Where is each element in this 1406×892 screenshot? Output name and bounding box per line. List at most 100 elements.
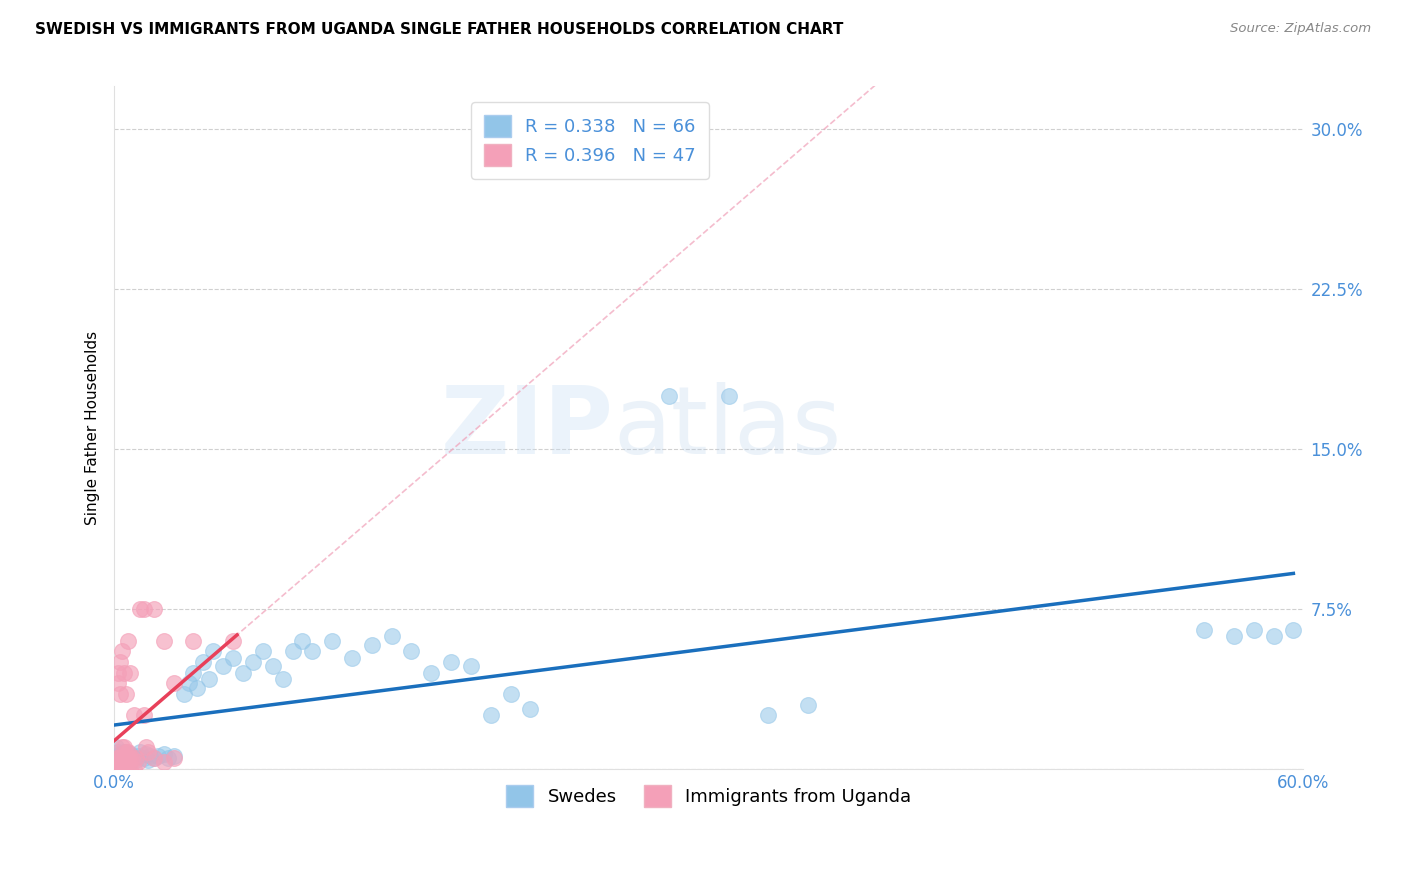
Point — [115, 687, 138, 701]
Point — [105, 762, 128, 776]
Point — [118, 665, 141, 680]
Point — [756, 708, 779, 723]
Point — [117, 762, 139, 776]
Point — [111, 748, 134, 763]
Point — [115, 751, 138, 765]
Point — [115, 748, 138, 763]
Point — [301, 644, 323, 658]
Point — [152, 747, 174, 761]
Point — [118, 751, 141, 765]
Point — [125, 751, 148, 765]
Point — [222, 633, 245, 648]
Point — [479, 708, 502, 723]
Point — [105, 751, 128, 765]
Point — [1263, 630, 1285, 644]
Point — [105, 740, 128, 755]
Point — [1223, 630, 1246, 644]
Point — [262, 659, 284, 673]
Point — [797, 698, 820, 712]
Point — [118, 747, 141, 761]
Point — [125, 753, 148, 767]
Point — [127, 756, 149, 770]
Point — [222, 650, 245, 665]
Point — [135, 747, 157, 761]
Text: Source: ZipAtlas.com: Source: ZipAtlas.com — [1230, 22, 1371, 36]
Point — [136, 753, 159, 767]
Point — [152, 756, 174, 770]
Point — [1282, 623, 1305, 637]
Point — [115, 762, 138, 776]
Point — [115, 756, 138, 770]
Point — [360, 638, 382, 652]
Point — [163, 748, 186, 763]
Point — [460, 659, 482, 673]
Point — [108, 756, 131, 770]
Point — [1192, 623, 1215, 637]
Point — [321, 633, 343, 648]
Point — [112, 751, 135, 765]
Point — [142, 751, 165, 765]
Point — [163, 676, 186, 690]
Point — [112, 665, 135, 680]
Point — [107, 745, 129, 759]
Point — [111, 762, 134, 776]
Point — [139, 748, 162, 763]
Text: atlas: atlas — [613, 382, 842, 474]
Point — [658, 388, 681, 402]
Point — [173, 687, 195, 701]
Point — [271, 672, 294, 686]
Point — [499, 687, 522, 701]
Point — [252, 644, 274, 658]
Point — [108, 762, 131, 776]
Point — [186, 681, 208, 695]
Point — [118, 756, 141, 770]
Point — [107, 665, 129, 680]
Point — [112, 762, 135, 776]
Point — [122, 751, 145, 765]
Point — [142, 601, 165, 615]
Point — [122, 708, 145, 723]
Legend: Swedes, Immigrants from Uganda: Swedes, Immigrants from Uganda — [499, 778, 918, 814]
Point — [117, 753, 139, 767]
Point — [112, 745, 135, 759]
Y-axis label: Single Father Households: Single Father Households — [86, 330, 100, 524]
Text: SWEDISH VS IMMIGRANTS FROM UGANDA SINGLE FATHER HOUSEHOLDS CORRELATION CHART: SWEDISH VS IMMIGRANTS FROM UGANDA SINGLE… — [35, 22, 844, 37]
Point — [1243, 623, 1265, 637]
Point — [127, 748, 149, 763]
Point — [420, 665, 443, 680]
Point — [132, 708, 155, 723]
Point — [108, 687, 131, 701]
Point — [108, 751, 131, 765]
Point — [156, 751, 179, 765]
Point — [136, 745, 159, 759]
Point — [232, 665, 254, 680]
Point — [381, 630, 404, 644]
Point — [111, 751, 134, 765]
Point — [152, 633, 174, 648]
Point — [142, 751, 165, 765]
Point — [108, 655, 131, 669]
Point — [112, 751, 135, 765]
Point — [212, 659, 235, 673]
Point — [717, 388, 740, 402]
Point — [107, 762, 129, 776]
Point — [107, 676, 129, 690]
Point — [440, 655, 463, 669]
Point — [202, 644, 225, 658]
Point — [111, 753, 134, 767]
Point — [519, 702, 541, 716]
Point — [132, 601, 155, 615]
Point — [117, 751, 139, 765]
Point — [115, 745, 138, 759]
Point — [132, 751, 155, 765]
Point — [112, 740, 135, 755]
Point — [135, 740, 157, 755]
Point — [183, 633, 205, 648]
Point — [193, 655, 215, 669]
Point — [107, 751, 129, 765]
Point — [117, 751, 139, 765]
Point — [401, 644, 423, 658]
Point — [117, 745, 139, 759]
Point — [198, 672, 221, 686]
Point — [117, 633, 139, 648]
